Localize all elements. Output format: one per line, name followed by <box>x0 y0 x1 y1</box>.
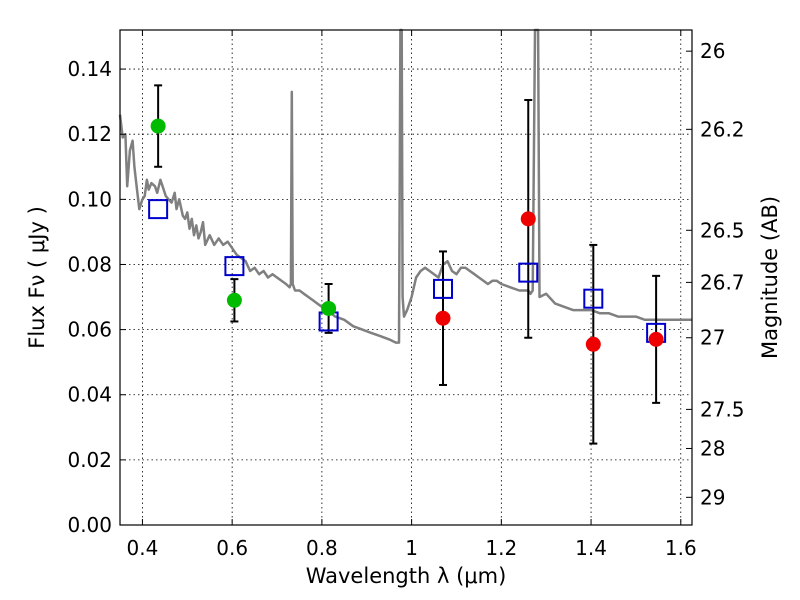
x-tick-label: 1.2 <box>485 536 517 560</box>
x-tick-label: 1.4 <box>575 536 607 560</box>
detection-point <box>226 292 242 308</box>
y-tick-label: 0.00 <box>67 513 112 537</box>
grid-lines <box>120 30 692 526</box>
right-axis-tick-label: 26.2 <box>700 117 745 141</box>
y-tick-label: 0.12 <box>67 122 112 146</box>
model-photometry-square <box>433 278 454 299</box>
plot-frame <box>119 29 693 526</box>
model-sed-line <box>118 28 692 344</box>
x-tick-label: 0.8 <box>306 536 338 560</box>
detection-point <box>321 300 337 316</box>
model-photometry-square <box>518 262 539 283</box>
model-sed-layer <box>118 28 692 344</box>
y-tick-label: 0.04 <box>67 383 112 407</box>
y-tick-label: 0.06 <box>67 318 112 342</box>
model-photometry-square <box>224 256 245 277</box>
y-tick-label: 0.08 <box>67 252 112 276</box>
x-tick-label: 1 <box>405 536 418 560</box>
tick-labels: 0.4 0.6 0.8 1 1.2 1.4 1.6 0.00 0.02 0.04 0.06 0.08 0… <box>67 39 744 560</box>
right-axis-tick-label: 27.5 <box>700 397 745 421</box>
right-axis-tick-label: 29 <box>700 485 725 509</box>
right-axis-tick-label: 26 <box>700 39 725 63</box>
y-tick-label: 0.14 <box>67 57 112 81</box>
y-tick-label: 0.02 <box>67 448 112 472</box>
red-data-point <box>435 310 451 326</box>
right-axis-tick-label: 26.7 <box>700 270 745 294</box>
red-data-point <box>648 331 664 347</box>
right-axis-title: Magnitude (AB) <box>758 196 782 359</box>
right-axis-tick-label: 26.5 <box>700 218 745 242</box>
right-axis-tick-label: 28 <box>700 436 725 460</box>
x-tick-label: 0.4 <box>127 536 159 560</box>
tick-marks <box>120 30 692 526</box>
right-axis-tick-label: 27 <box>700 326 725 350</box>
markers-layer <box>148 118 667 352</box>
model-photometry-square <box>148 199 169 220</box>
y-tick-label: 0.10 <box>67 187 112 211</box>
model-photometry-square <box>583 288 604 309</box>
x-axis-title: Wavelength λ (μm) <box>306 564 507 588</box>
detection-point <box>150 118 166 134</box>
x-tick-label: 0.6 <box>216 536 248 560</box>
y-axis-title: Flux Fν ( μJy ) <box>25 206 49 349</box>
red-data-point <box>520 211 536 227</box>
x-tick-label: 1.6 <box>665 536 697 560</box>
red-data-point <box>585 336 601 352</box>
